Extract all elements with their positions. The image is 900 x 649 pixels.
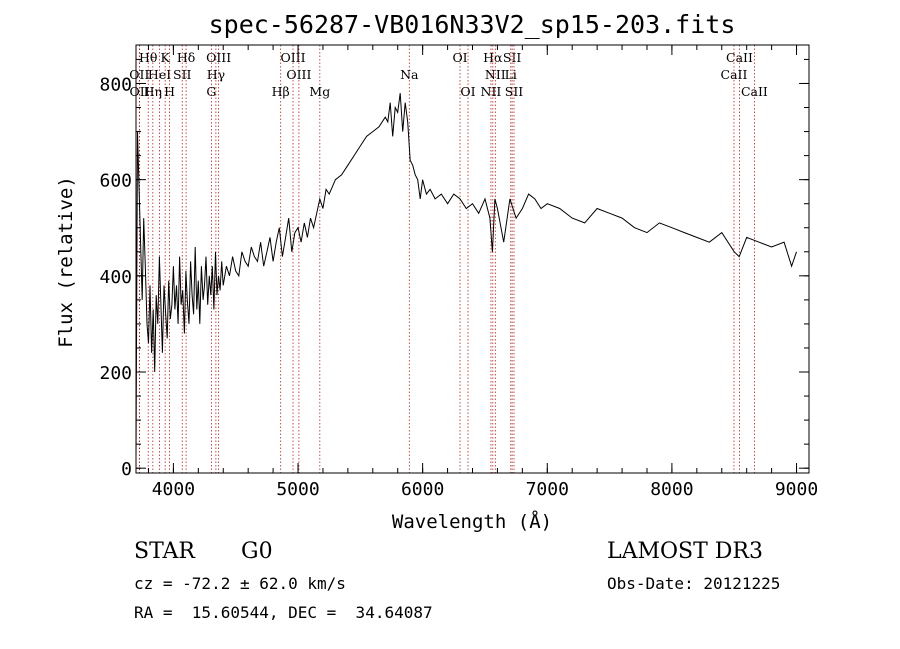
line-marker-label: Hα	[483, 50, 503, 65]
x-axis-label: Wavelength (Å)	[392, 510, 552, 533]
spectrum-line	[135, 93, 797, 459]
line-marker-label: SII	[503, 50, 522, 65]
line-marker-label: Hβ	[272, 84, 290, 99]
line-marker-label: Hδ	[177, 50, 195, 65]
spectrum-series	[135, 93, 797, 459]
line-marker-label: SII	[505, 84, 524, 99]
line-marker-label: OI	[460, 84, 475, 99]
line-marker-label: Hθ	[139, 50, 157, 65]
y-tick-label: 800	[99, 74, 132, 95]
x-tick-label: 9000	[775, 479, 818, 500]
x-tick-label: 4000	[152, 479, 195, 500]
line-marker-label: Hγ	[207, 67, 225, 82]
survey-name: LAMOST DR3	[607, 539, 763, 564]
line-marker-label: OII	[130, 84, 150, 99]
line-marker-label: Na	[400, 67, 419, 82]
line-marker-label: CaII	[726, 50, 753, 65]
y-tick-label: 200	[99, 363, 132, 384]
line-marker-label: OI	[452, 50, 467, 65]
y-tick-label: 0	[121, 459, 132, 480]
line-marker-label: Hη	[144, 84, 162, 99]
line-marker-label: SII	[173, 67, 192, 82]
x-tick-label: 5000	[276, 479, 319, 500]
line-marker-label: K	[160, 50, 170, 65]
x-tick-label: 6000	[401, 479, 444, 500]
line-marker-label: Li	[505, 67, 517, 82]
line-marker-label: H	[164, 84, 175, 99]
line-marker-label: OIII	[286, 67, 311, 82]
line-marker-label: Mg	[309, 84, 330, 99]
obs-date: Obs-Date: 20121225	[607, 574, 781, 593]
coordinates: RA = 15.60544, DEC = 34.64087	[134, 603, 433, 622]
plot-frame	[135, 44, 810, 474]
line-marker-label: CaII	[721, 67, 748, 82]
chart-title: spec-56287-VB016N33V2_sp15-203.fits	[209, 10, 736, 39]
line-marker-label: NII	[481, 84, 502, 99]
axis-ticks: 4000 5000 6000 7000 8000 9000 0 200 400 600 800	[99, 45, 818, 500]
object-subclass: G0	[241, 539, 273, 564]
y-tick-label: 400	[99, 267, 132, 288]
object-class: STAR	[134, 539, 195, 564]
line-marker-label: G	[206, 84, 216, 99]
y-tick-label: 600	[99, 171, 132, 192]
line-marker-label: NII	[485, 67, 506, 82]
line-marker-label: OIII	[206, 50, 231, 65]
x-tick-label: 7000	[526, 479, 569, 500]
x-tick-label: 8000	[650, 479, 693, 500]
redshift-value: cz = -72.2 ± 62.0 km/s	[134, 574, 346, 593]
line-marker-label: OIII	[281, 50, 306, 65]
y-axis-label: Flux (relative)	[55, 176, 77, 348]
line-marker-label: HeI	[148, 67, 171, 82]
line-marker-label: CaII	[741, 84, 768, 99]
